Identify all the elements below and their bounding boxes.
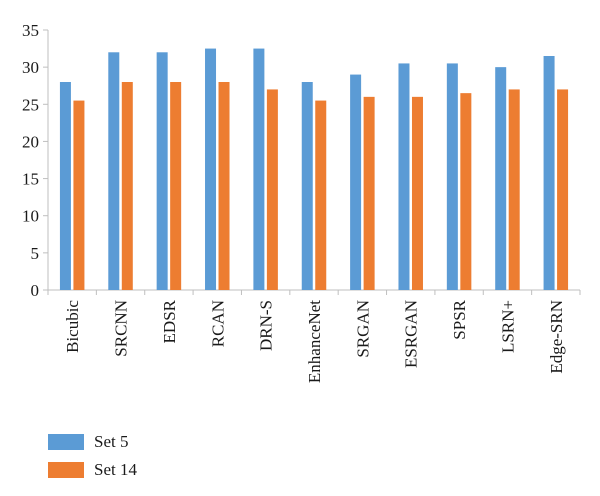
x-category-label: Edge-SRN (547, 300, 566, 374)
y-tick-label: 15 (22, 170, 39, 189)
bar-set5-lsrn- (495, 67, 507, 291)
bar-set14-drn-s (266, 89, 278, 290)
legend: Set 5 Set 14 (48, 428, 137, 484)
bar-set5-srcnn (108, 52, 120, 291)
bar-set5-esrgan (398, 63, 410, 290)
x-category-label: SRGAN (353, 300, 372, 358)
legend-label-set5: Set 5 (94, 432, 129, 451)
bar-set5-rcan (205, 48, 217, 291)
bar-set5-edsr (156, 52, 168, 291)
bar-set5-enhancenet (301, 82, 313, 290)
bar-set14-enhancenet (315, 100, 327, 290)
chart-bars (59, 48, 569, 291)
x-category-label: Bicubic (63, 300, 82, 353)
x-category-label: ESRGAN (402, 300, 421, 368)
bar-set5-bicubic (59, 82, 71, 290)
y-tick-label: 20 (22, 132, 39, 151)
bar-set14-spsr (460, 93, 472, 291)
legend-swatch-set14 (48, 462, 84, 478)
y-tick-label: 35 (22, 21, 39, 40)
bar-set5-drn-s (253, 48, 265, 291)
x-category-label: EnhanceNet (305, 300, 324, 383)
bar-set14-rcan (218, 82, 230, 290)
legend-item-set14: Set 14 (48, 456, 137, 484)
bar-set14-esrgan (411, 96, 423, 290)
bar-set14-bicubic (73, 100, 85, 290)
bar-set5-spsr (446, 63, 458, 290)
chart-category-labels: Bicubic SRCNN EDSR RCAN DRN-S EnhanceNet SRGAN… (63, 299, 566, 383)
x-category-label: RCAN (208, 300, 227, 347)
x-category-label: DRN-S (257, 300, 276, 351)
bar-set5-edge-srn (543, 56, 555, 290)
bar-set14-srcnn (121, 82, 133, 290)
y-tick-label: 30 (22, 58, 39, 77)
bar-chart: 0 5 10 15 20 25 30 35 Bicubic SRCNN EDSR RCAN DRN-S… (22, 21, 581, 383)
y-tick-label: 5 (31, 244, 40, 263)
legend-swatch-set5 (48, 434, 84, 450)
bar-set5-srgan (350, 74, 362, 290)
chart-axes: 0 5 10 15 20 25 30 35 (22, 21, 581, 300)
legend-item-set5: Set 5 (48, 428, 137, 456)
x-category-label: SRCNN (112, 300, 131, 357)
y-tick-label: 0 (31, 281, 40, 300)
x-category-label: EDSR (160, 299, 179, 343)
y-tick-label: 25 (22, 95, 39, 114)
bar-set14-lsrn- (508, 89, 520, 290)
bar-set14-edge-srn (557, 89, 569, 290)
y-tick-label: 10 (22, 207, 39, 226)
bar-set14-edsr (170, 82, 182, 290)
x-category-label: LSRN+ (498, 300, 517, 353)
legend-label-set14: Set 14 (94, 460, 137, 479)
bar-set14-srgan (363, 96, 375, 290)
x-category-label: SPSR (450, 299, 469, 339)
